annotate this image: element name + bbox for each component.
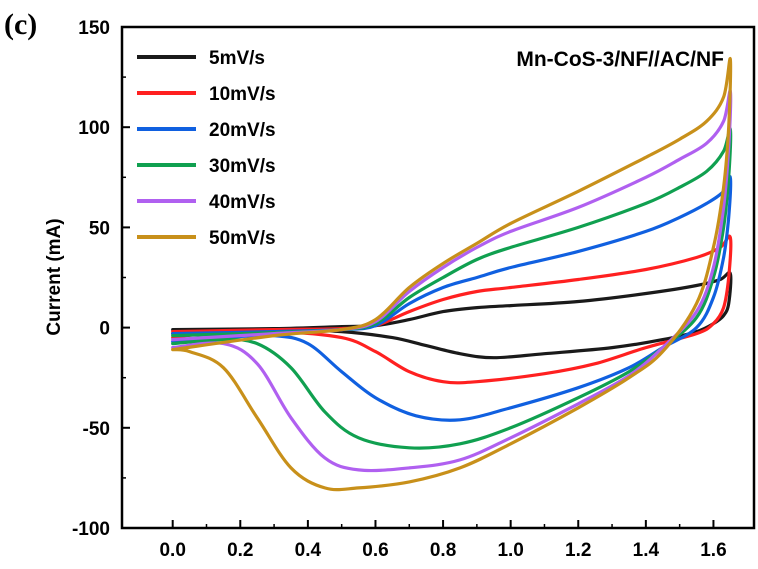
series-line-20mvs bbox=[171, 174, 733, 422]
y-tick-label: 100 bbox=[78, 118, 110, 139]
legend: 5mV/s 10mV/s 20mV/s 30mV/s 40mV/s 50mV/s bbox=[137, 48, 276, 249]
y-axis-title: Current (mA) bbox=[44, 218, 65, 335]
y-tick-label: 150 bbox=[78, 18, 110, 39]
legend-label: 10mV/s bbox=[209, 84, 276, 105]
series-line-40mvs bbox=[171, 89, 733, 473]
x-tick-label: 0.8 bbox=[430, 540, 456, 561]
x-tick-label: 0.2 bbox=[227, 540, 253, 561]
panel-label: (c) bbox=[4, 8, 37, 41]
x-tick-label: 0.4 bbox=[295, 540, 322, 561]
y-tick-label: -100 bbox=[72, 519, 110, 540]
legend-label: 50mV/s bbox=[209, 228, 276, 249]
x-tick-label: 0.0 bbox=[159, 540, 185, 561]
plot-area bbox=[171, 57, 733, 492]
x-tick-label: 1.4 bbox=[633, 540, 660, 561]
x-tick-label: 1.2 bbox=[565, 540, 591, 561]
y-axis: -100 -50 0 50 100 150 bbox=[72, 18, 130, 540]
legend-label: 40mV/s bbox=[209, 192, 276, 213]
legend-label: 30mV/s bbox=[209, 156, 276, 177]
series-line-30mvs bbox=[171, 127, 733, 450]
x-axis: 0.0 0.2 0.4 0.6 0.8 1.0 1.2 1.4 1.6 bbox=[159, 520, 727, 561]
legend-label: 20mV/s bbox=[209, 120, 276, 141]
series-line-10mvs bbox=[171, 234, 733, 385]
y-tick-label: -50 bbox=[83, 419, 110, 440]
x-tick-label: 1.0 bbox=[497, 540, 523, 561]
x-tick-label: 0.6 bbox=[362, 540, 388, 561]
y-tick-label: 50 bbox=[89, 218, 110, 239]
chart-annotation: Mn-CoS-3/NF//AC/NF bbox=[516, 48, 724, 71]
legend-label: 5mV/s bbox=[209, 48, 265, 69]
series-line-50mvs bbox=[171, 57, 733, 492]
series-line-5mvs bbox=[171, 270, 733, 360]
y-tick-label: 0 bbox=[99, 319, 110, 340]
x-tick-label: 1.6 bbox=[700, 540, 726, 561]
